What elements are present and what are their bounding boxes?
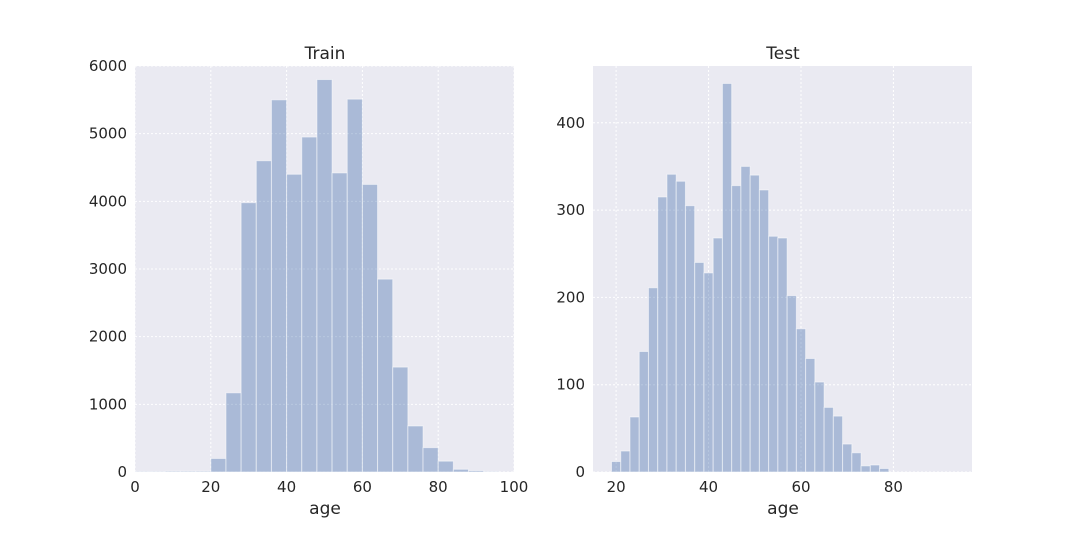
train-x-tick-label: 40 [277,478,296,496]
train-histogram-bar [195,470,212,473]
test-histogram-bar [860,465,871,473]
test-y-tick-label: 300 [556,201,585,219]
train-histogram-bar [270,99,288,473]
train-histogram-bar [179,470,197,473]
test-histogram-bar [814,381,825,473]
test-histogram-bar [842,443,853,473]
test-histogram-bar [768,235,779,473]
test-histogram-bar [786,295,797,473]
test-histogram-bar [694,261,705,473]
test-y-tick-label: 400 [556,114,585,132]
test-x-axis-label: age [767,499,799,519]
train-histogram-bar [286,173,303,473]
test-histogram-bar [731,185,742,473]
train-x-axis-label: age [309,499,341,519]
train-histogram-bar [422,447,439,473]
train-histogram-bar [301,136,318,473]
test-histogram-bar [869,464,881,473]
test-histogram-bar [740,165,751,473]
train-histogram-bar [255,160,272,473]
train-histogram-bar [377,278,394,473]
test-x-tick-label: 40 [699,478,718,496]
train-x-tick-label: 80 [429,478,448,496]
train-histogram-bar [225,392,242,473]
train-y-tick-label: 4000 [89,192,127,210]
train-histogram-bar [468,470,485,473]
train-x-tick-label: 0 [130,478,140,496]
train-y-tick-label: 1000 [89,395,127,413]
test-histogram-bar [805,357,816,473]
train-bars [134,79,500,473]
train-histogram-panel: 0 20 40 60 80 100 0 1000 2000 3000 4000 5000 6000 T… [89,44,529,519]
train-histogram-bar [210,457,227,473]
test-histogram-bar [638,351,649,473]
test-x-tick-label: 20 [607,478,626,496]
train-y-ticks: 0 1000 2000 3000 4000 5000 6000 [89,57,127,481]
test-histogram-bar [721,82,733,473]
test-histogram-bar [777,237,788,473]
test-histogram-bar [851,452,862,473]
train-histogram-bar [392,366,409,473]
test-histogram-bar [629,416,640,473]
test-histogram-bar [684,205,696,473]
test-histogram-bar [879,468,890,473]
test-histogram-bar [712,237,723,473]
test-histogram-bar [675,180,686,473]
train-y-tick-label: 3000 [89,260,127,278]
test-x-tick-label: 80 [884,478,903,496]
test-histogram-bar [795,328,807,473]
train-histogram-bar [164,470,181,473]
train-y-tick-label: 6000 [89,57,127,75]
train-chart-title: Train [304,44,346,64]
test-plot-background [593,66,972,472]
test-y-tick-label: 0 [575,463,585,481]
train-y-tick-label: 2000 [89,328,127,346]
train-x-tick-label: 20 [201,478,220,496]
test-histogram-bar [657,196,668,473]
test-histogram-bar [647,287,659,473]
test-histogram-bar [610,461,622,473]
test-bars [610,82,890,473]
train-histogram-bar [240,202,257,473]
test-histogram-panel: 20 40 60 80 0 100 200 300 400 Test age [556,44,972,519]
train-histogram-bar [346,98,363,473]
train-histogram-bar [361,183,379,473]
train-histogram-bar [452,468,470,473]
test-histogram-bar [666,173,677,473]
train-x-tick-label: 60 [353,478,372,496]
train-histogram-bar [331,172,348,473]
train-y-tick-label: 5000 [89,125,127,143]
train-histogram-bar [437,460,454,473]
train-histogram-bar [407,425,424,473]
test-histogram-bar [703,272,714,473]
test-y-tick-label: 200 [556,288,585,306]
test-histogram-bar [620,450,631,473]
test-histogram-bar [758,189,770,473]
test-x-tick-label: 60 [791,478,810,496]
train-y-tick-label: 0 [117,463,127,481]
test-y-tick-label: 100 [556,376,585,394]
test-histogram-bar [832,415,844,473]
test-histogram-bar [823,406,834,473]
test-x-ticks: 20 40 60 80 [607,478,903,496]
test-y-ticks: 0 100 200 300 400 [556,114,585,481]
test-histogram-bar [749,174,760,473]
train-x-ticks: 0 20 40 60 80 100 [130,478,528,496]
test-chart-title: Test [765,44,800,64]
train-x-tick-label: 100 [500,478,529,496]
train-histogram-bar [316,79,333,473]
